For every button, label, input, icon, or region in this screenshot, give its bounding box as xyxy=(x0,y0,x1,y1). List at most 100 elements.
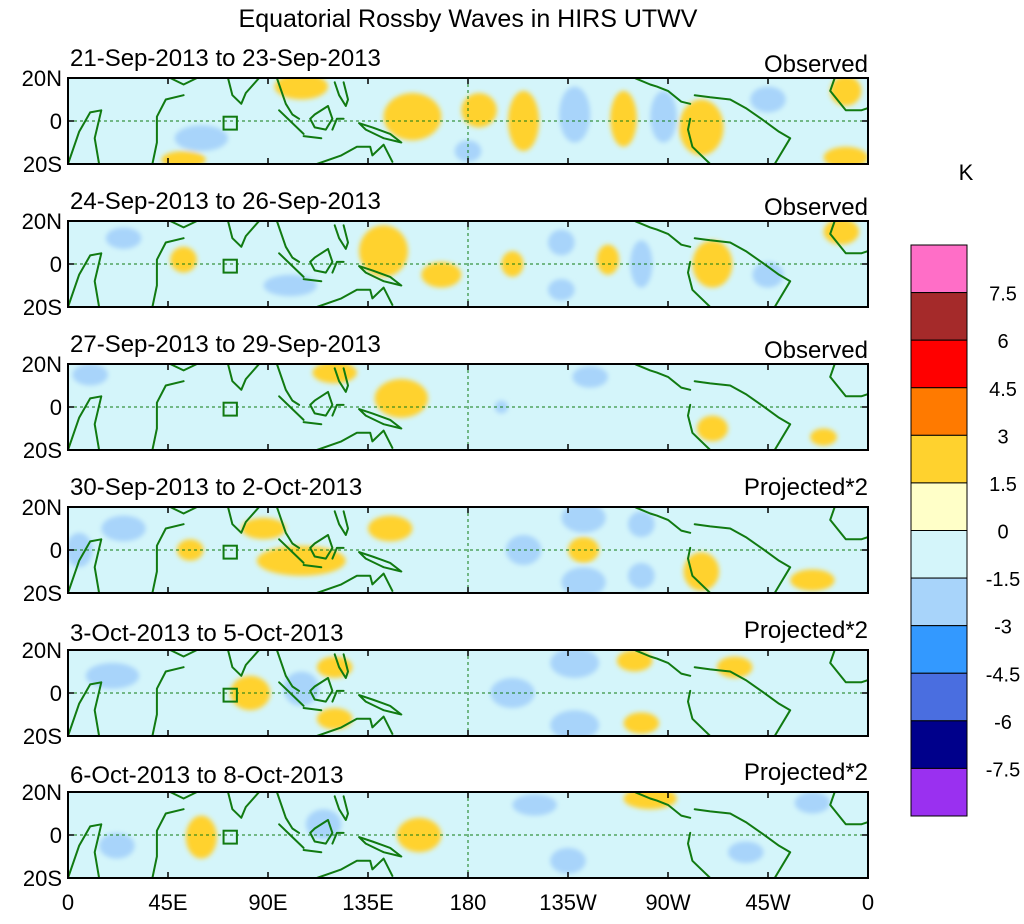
colorbar-swatch xyxy=(910,720,968,769)
panel-5-y-tick-label: 20N xyxy=(22,638,62,663)
panel-2-anomaly-cell xyxy=(548,279,575,301)
x-tick-label: 90E xyxy=(248,890,287,915)
panel-1-coastline xyxy=(169,78,198,86)
panel-1-coastline xyxy=(331,117,345,131)
panel-3-y-tick-label: 0 xyxy=(50,395,62,420)
panel-5-coastline xyxy=(829,650,868,684)
colorbar-label: 0 xyxy=(997,522,1008,544)
colorbar-swatch xyxy=(910,387,968,436)
panel-4-reference-box xyxy=(222,544,238,560)
panel-4-coastline xyxy=(169,507,198,515)
colorbar-label: 3 xyxy=(997,426,1008,448)
panel-2-coastline xyxy=(315,286,394,307)
panel-2-coastline xyxy=(829,221,868,255)
panel-3-coastline xyxy=(302,421,323,426)
x-tick-label: 135E xyxy=(342,890,393,915)
panel-1-coastline xyxy=(227,78,261,105)
panel-1-y-tick-label: 20S xyxy=(23,152,62,177)
panel-4-coastline xyxy=(687,546,712,593)
panel-5-coastline xyxy=(693,666,792,736)
panel-4-coastline xyxy=(633,507,692,534)
panel-3-anomaly-cell xyxy=(810,428,837,446)
panel-5-date-range: 3-Oct-2013 to 5-Oct-2013 xyxy=(70,620,343,647)
panel-4-anomaly-cell xyxy=(368,515,413,542)
panel-2-anomaly-cell xyxy=(421,261,462,288)
x-tick-label: 135W xyxy=(539,890,597,915)
panel-5-coastline xyxy=(633,650,692,677)
panel-1-coastline xyxy=(333,81,349,107)
panel-5-coastline xyxy=(333,653,349,679)
panel-2-y-tick-label: 0 xyxy=(50,252,62,277)
panel-2-y-tick-label: 20S xyxy=(23,295,62,320)
panel-4-coastline xyxy=(227,507,261,534)
panel-4-anomaly-cell xyxy=(561,567,606,593)
panel-3-coastline xyxy=(693,380,792,450)
panel-2-coastline xyxy=(151,237,185,307)
x-tick-label: 0 xyxy=(862,890,874,915)
colorbar-units: K xyxy=(959,160,974,185)
panel-1-anomaly-cell xyxy=(650,90,677,143)
panel-1-coastline xyxy=(68,109,103,164)
panel-6-y-tick-label: 0 xyxy=(50,823,62,848)
panel-1-anomaly-cell xyxy=(823,146,868,164)
panel-2-coastline xyxy=(358,265,403,287)
colorbar-label: -1.5 xyxy=(986,569,1020,591)
panel-2-anomaly-cell xyxy=(752,261,784,288)
panel-4-y-tick-label: 0 xyxy=(50,538,62,563)
panel-6-coastline xyxy=(687,831,712,878)
chart-title: Equatorial Rossby Waves in HIRS UTWV xyxy=(239,5,698,33)
panel-4-date-range: 30-Sep-2013 to 2-Oct-2013 xyxy=(70,474,362,501)
panel-1-anomaly-cell xyxy=(508,90,540,152)
panel-2-anomaly-cell xyxy=(359,225,408,277)
panel-3-coastline xyxy=(169,364,198,372)
x-tick-label: 45E xyxy=(148,890,187,915)
panel-4-anomaly-cell xyxy=(628,562,655,589)
panel-3-anomaly-cell xyxy=(572,366,608,388)
panel-2-reference-box xyxy=(222,258,238,274)
panel-4-y-tick-label: 20S xyxy=(23,581,62,606)
panel-6-anomaly-cell xyxy=(794,792,831,814)
panel-3-coastline xyxy=(275,364,301,406)
panel-4-anomaly-cell xyxy=(561,507,606,533)
panel-2-coastline xyxy=(169,221,198,229)
colorbar-label: 1.5 xyxy=(989,474,1017,496)
panel-1-coastline xyxy=(275,78,301,120)
panel-6-date-range: 6-Oct-2013 to 8-Oct-2013 xyxy=(70,762,343,789)
panel-5-coastline xyxy=(309,677,334,703)
panel-4-coastline xyxy=(358,551,403,573)
panel-3-reference-box xyxy=(222,401,238,417)
panel-2-anomaly-cell xyxy=(263,274,317,297)
panel-5-coastline xyxy=(302,707,323,712)
colorbar-swatch xyxy=(910,672,968,722)
panel-3-anomaly-cell xyxy=(374,379,429,418)
panel-2-anomaly-cell xyxy=(170,246,197,273)
panel-4-coastline xyxy=(68,538,103,593)
panel-1-anomaly-cell xyxy=(610,90,637,147)
x-axis: 0 45E 90E 135E 180 135W 90W 45W 0 xyxy=(62,890,874,915)
panel-6-coastline xyxy=(68,823,103,878)
panel-3-status: Observed xyxy=(764,337,868,364)
panel-5-coastline xyxy=(169,650,198,658)
panel-1: 21-Sep-2013 to 23-Sep-2013 Observed 20N 0… xyxy=(22,45,869,177)
colorbar-label: -3 xyxy=(994,617,1012,639)
panel-5-anomaly-cell xyxy=(616,650,653,672)
panel-5-anomaly-cell xyxy=(283,671,320,706)
panel-1-anomaly-cell xyxy=(161,151,206,164)
panel-5-coastline xyxy=(275,650,301,692)
panel-6-anomaly-cell xyxy=(550,847,586,874)
panel-1-anomaly-cell xyxy=(679,99,724,156)
panel-4-coastline xyxy=(302,564,323,569)
panel-3-anomaly-cell xyxy=(696,415,728,442)
panel-4-coastline xyxy=(315,572,394,593)
panel-4-status: Projected*2 xyxy=(744,474,868,501)
panel-2-date-range: 24-Sep-2013 to 26-Sep-2013 xyxy=(70,188,381,215)
panel-1-status: Observed xyxy=(764,51,868,78)
panel-1-coastline xyxy=(309,105,334,131)
colorbar-label: 6 xyxy=(997,331,1008,353)
panel-6-coastline xyxy=(693,808,792,878)
panel-1-anomaly-cell xyxy=(559,86,591,143)
panel-2-anomaly-field xyxy=(68,221,868,307)
panel-3-coastline xyxy=(331,403,345,417)
panel-1-coastline xyxy=(829,78,868,112)
